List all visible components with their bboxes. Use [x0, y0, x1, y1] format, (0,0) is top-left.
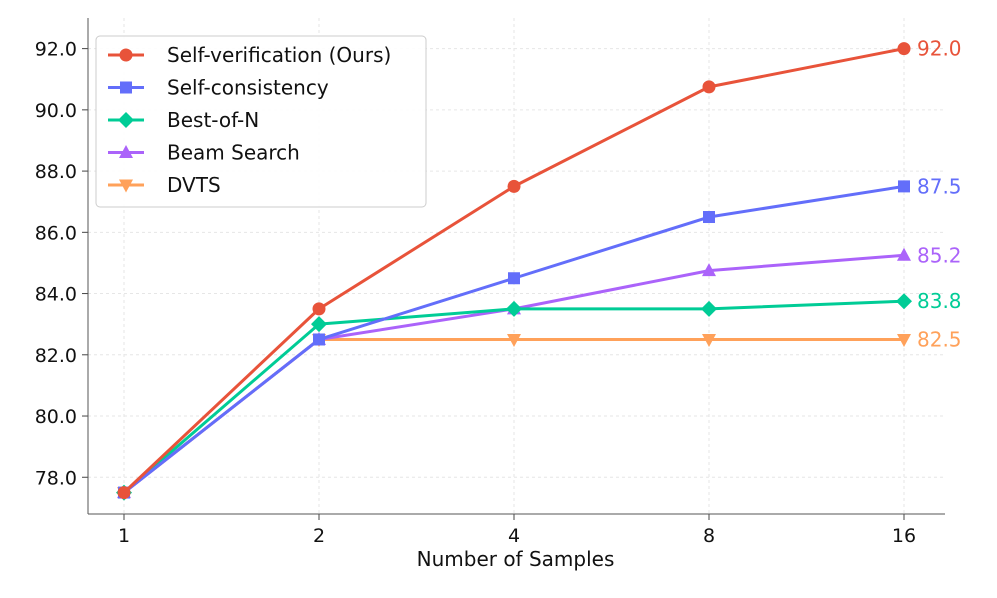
data-point [507, 179, 521, 193]
y-tick-label: 92.0 [35, 39, 77, 61]
end-value-label: 85.2 [917, 243, 962, 267]
data-point [702, 333, 716, 347]
x-axis-title: Number of Samples [417, 547, 615, 571]
legend-entry: Beam Search [108, 141, 300, 165]
data-point [896, 293, 912, 310]
legend-label: Beam Search [167, 141, 300, 165]
legend-label: Self-consistency [167, 76, 329, 100]
series-0 [117, 42, 911, 500]
x-tick-label: 4 [508, 525, 520, 547]
series-group [116, 42, 912, 501]
legend-marker [119, 179, 133, 193]
data-point [898, 180, 910, 193]
data-point [702, 80, 716, 94]
end-value-label: 87.5 [917, 174, 962, 198]
legend-label: Self-verification (Ours) [167, 43, 391, 67]
data-point [507, 333, 521, 347]
x-tick-label: 2 [313, 525, 325, 547]
legend-marker [120, 81, 132, 94]
data-point [897, 42, 911, 56]
legend-entry: Self-verification (Ours) [108, 43, 391, 67]
data-point [701, 300, 717, 317]
end-value-label: 83.8 [917, 289, 962, 313]
data-point [506, 300, 522, 317]
y-tick-label: 78.0 [35, 467, 77, 489]
end-labels: 82.5 85.2 83.8 87.5 92.0 [917, 37, 962, 352]
x-tick-label: 8 [703, 525, 715, 547]
x-tick-label: 16 [892, 525, 916, 547]
legend-label: Best-of-N [167, 108, 259, 132]
y-tick-label: 80.0 [35, 406, 77, 428]
legend: Self-verification (Ours) Self-consistency… [95, 35, 427, 208]
x-tick-label: 1 [118, 525, 130, 547]
legend-entry: Self-consistency [108, 76, 329, 100]
data-point [311, 316, 327, 333]
legend-marker [119, 145, 133, 158]
legend-box [95, 35, 427, 208]
series-2 [116, 293, 912, 501]
data-point [702, 263, 716, 277]
series-1 [118, 180, 910, 499]
legend-marker [118, 112, 134, 128]
data-point [897, 333, 911, 347]
data-point [897, 247, 911, 261]
end-value-label: 92.0 [917, 37, 962, 61]
y-tick-label: 82.0 [35, 345, 77, 367]
data-point [313, 333, 325, 346]
data-point [312, 302, 326, 316]
y-tick-label: 88.0 [35, 161, 77, 183]
legend-entry: Best-of-N [108, 108, 259, 132]
y-tick-label: 84.0 [35, 284, 77, 306]
y-tick-label: 90.0 [35, 100, 77, 122]
legend-label: DVTS [167, 173, 221, 197]
y-tick-label: 86.0 [35, 222, 77, 244]
data-point [508, 272, 520, 285]
legend-marker [119, 48, 133, 62]
legend-entry: DVTS [108, 173, 221, 197]
data-point [703, 211, 715, 224]
data-point [117, 486, 131, 500]
end-value-label: 82.5 [917, 327, 962, 351]
axes: 78.0 80.0 82.0 84.0 86.0 88.0 90.0 92.0 1 2 4 8 16 [35, 18, 945, 547]
